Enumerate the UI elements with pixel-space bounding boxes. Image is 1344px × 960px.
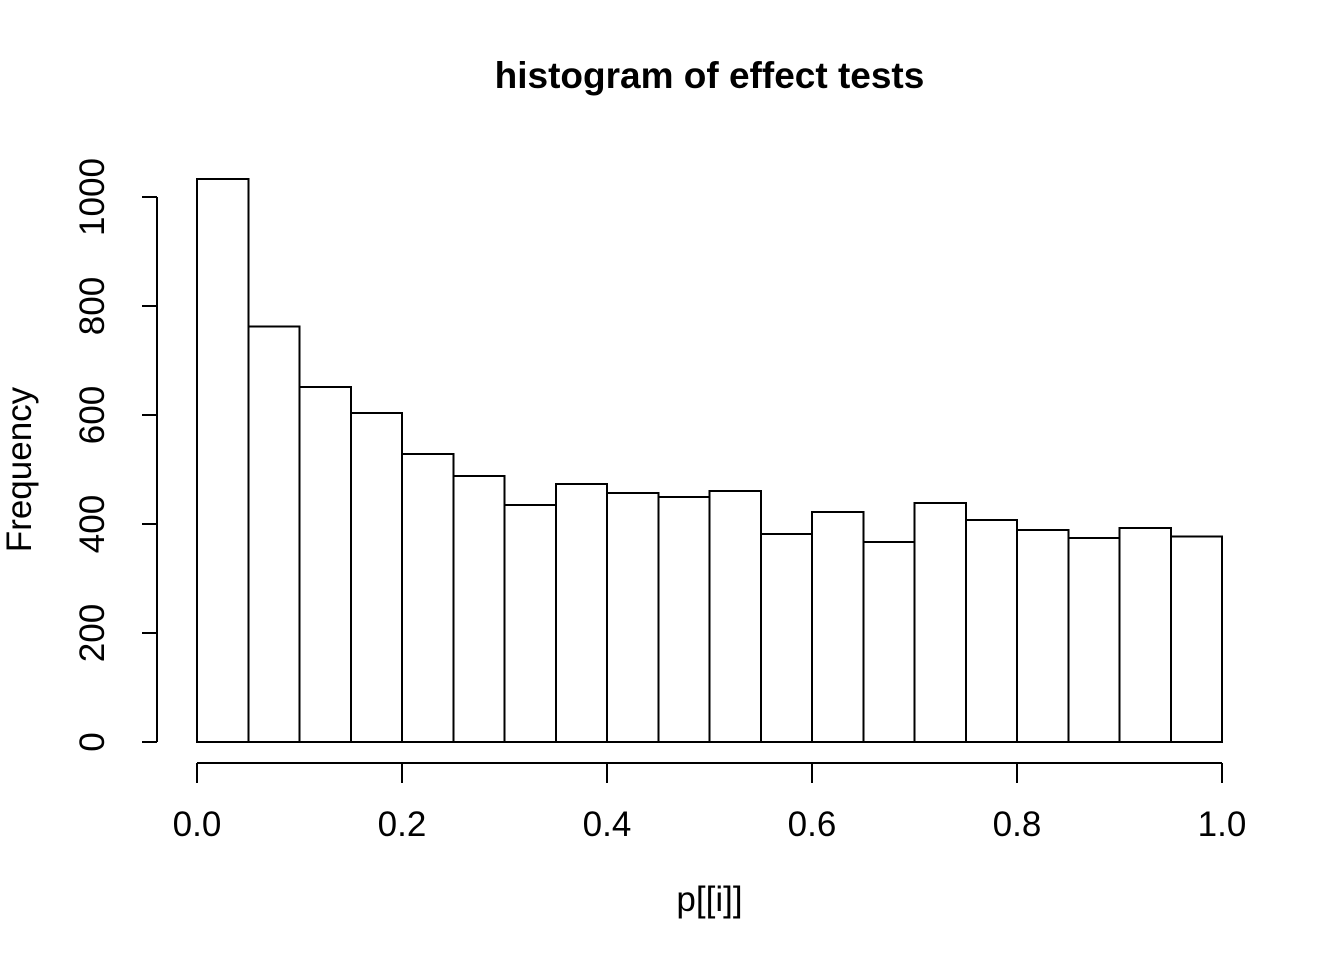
- x-tick-label: 0.4: [583, 805, 632, 844]
- histogram-bar: [759, 532, 813, 743]
- bars-layer: [196, 178, 1223, 744]
- y-axis-title: Frequency: [0, 386, 39, 552]
- y-tick-label: 1000: [73, 158, 112, 236]
- histogram-bar: [196, 178, 250, 743]
- histogram-bar: [964, 519, 1018, 743]
- histogram-bar: [1118, 526, 1172, 743]
- x-axis-title: p[[i]]: [676, 880, 742, 919]
- y-tick-label: 200: [73, 604, 112, 662]
- axes-layer: 0 200 400 600 800 1000 0.0 0.2 0.4 0.6 0.8 1.0: [73, 158, 1246, 844]
- histogram-bar: [1016, 529, 1070, 743]
- y-tick-label: 0: [73, 732, 112, 751]
- histogram-bar: [708, 489, 762, 743]
- histogram-bar: [913, 501, 967, 743]
- histogram-bar: [298, 386, 352, 743]
- y-tick-label: 600: [73, 386, 112, 444]
- histogram-bar: [401, 453, 455, 743]
- histogram-bar: [657, 495, 711, 743]
- x-tick-label: 0.8: [993, 805, 1042, 844]
- histogram-bar: [606, 491, 660, 743]
- histogram-bar: [452, 475, 506, 743]
- x-tick-label: 0.6: [788, 805, 837, 844]
- histogram-bar: [247, 325, 301, 743]
- x-tick-label: 1.0: [1198, 805, 1247, 844]
- histogram-bar: [811, 511, 865, 744]
- histogram-bar: [862, 540, 916, 743]
- histogram-bar: [554, 483, 608, 743]
- y-tick-label: 800: [73, 277, 112, 335]
- x-tick-label: 0.0: [173, 805, 222, 844]
- x-tick-label: 0.2: [378, 805, 427, 844]
- histogram-bar: [1169, 535, 1223, 744]
- histogram-bar: [349, 411, 403, 743]
- histogram-bar: [503, 503, 557, 743]
- histogram-bar: [1067, 537, 1121, 743]
- y-tick-label: 400: [73, 495, 112, 553]
- chart-title: histogram of effect tests: [495, 55, 925, 96]
